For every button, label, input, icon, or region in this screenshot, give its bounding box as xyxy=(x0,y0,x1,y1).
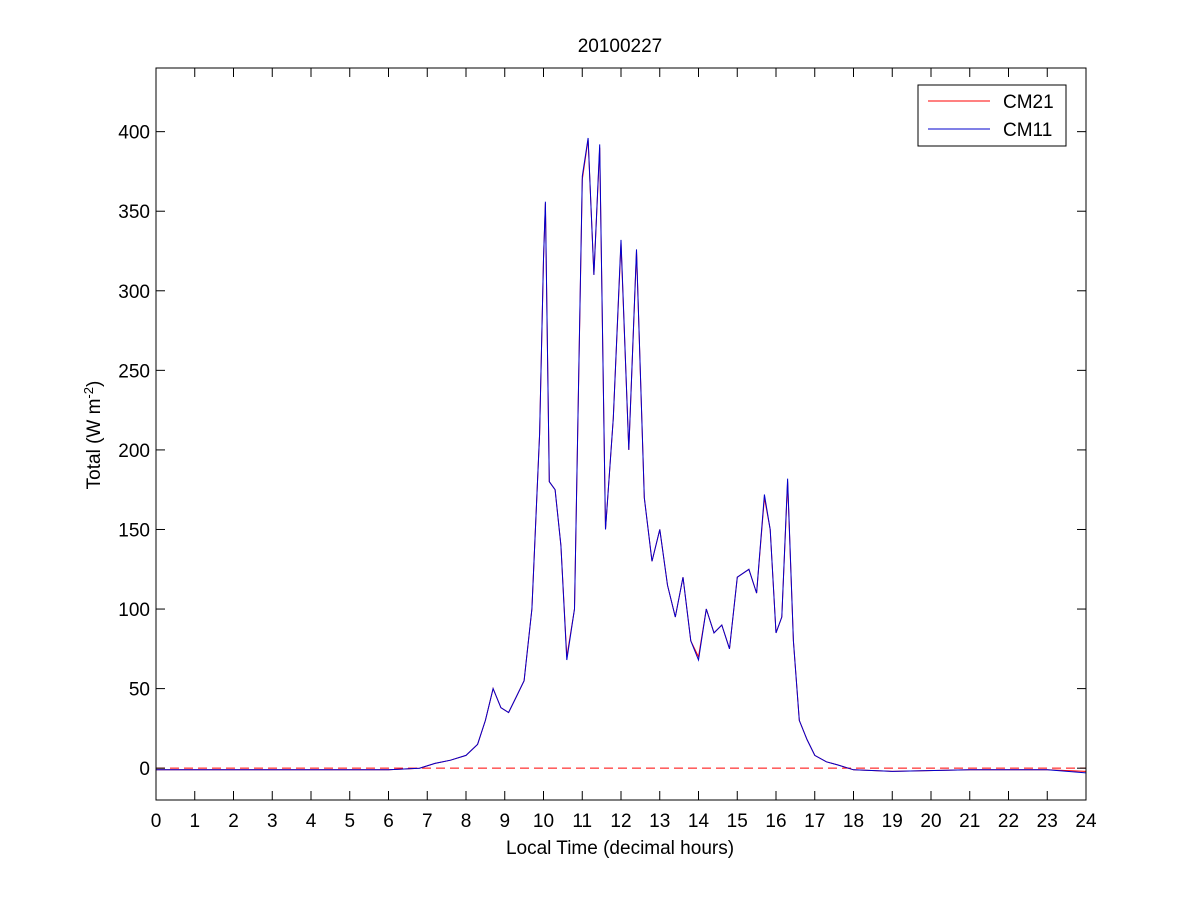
x-tick-label: 10 xyxy=(533,811,554,832)
y-tick-label: 350 xyxy=(118,202,150,223)
x-tick-label: 12 xyxy=(610,811,631,832)
y-axis-label: Total (W m-2) xyxy=(81,381,105,490)
chart-title: 20100227 xyxy=(578,36,663,57)
series-line-cm11 xyxy=(156,137,1087,774)
y-tick-label: 100 xyxy=(118,600,150,621)
x-tick-label: 24 xyxy=(1075,811,1097,832)
y-tick-label: 200 xyxy=(118,441,150,462)
x-tick-label: 14 xyxy=(688,811,710,832)
x-tick-label: 4 xyxy=(306,811,317,832)
y-tick-label: 400 xyxy=(118,123,150,144)
y-axis-label-main: Total (W m xyxy=(84,399,105,490)
x-tick-label: 7 xyxy=(422,811,433,832)
x-tick-label: 5 xyxy=(344,811,355,832)
x-tick-label: 8 xyxy=(461,811,472,832)
axes-box xyxy=(155,67,1087,801)
x-tick-label: 18 xyxy=(843,811,864,832)
y-tick-label: 300 xyxy=(118,282,150,303)
x-tick-label: 2 xyxy=(228,811,239,832)
y-tick-label: 150 xyxy=(118,520,150,541)
x-tick-label: 20 xyxy=(920,811,941,832)
y-tick-label: 50 xyxy=(129,680,150,701)
y-tick-label: 250 xyxy=(118,361,150,382)
x-tick-label: 1 xyxy=(189,811,200,832)
y-axis-label-tail: ) xyxy=(84,381,105,387)
x-tick-label: 19 xyxy=(882,811,903,832)
x-tick-label: 9 xyxy=(499,811,510,832)
x-tick-label: 13 xyxy=(649,811,670,832)
x-tick-label: 6 xyxy=(383,811,394,832)
x-tick-label: 16 xyxy=(765,811,786,832)
y-tick-label: 0 xyxy=(139,759,150,780)
plot-area xyxy=(156,137,1087,774)
x-tick-label: 0 xyxy=(151,811,162,832)
series-line-cm21 xyxy=(156,139,1087,772)
y-axis-label-superscript: -2 xyxy=(81,387,96,399)
legend-label-cm11: CM11 xyxy=(1003,120,1052,141)
x-tick-label: 3 xyxy=(267,811,278,832)
legend-label-cm21: CM21 xyxy=(1003,92,1054,113)
x-tick-label: 23 xyxy=(1037,811,1058,832)
x-tick-label: 15 xyxy=(727,811,748,832)
x-tick-label: 11 xyxy=(572,811,592,832)
legend: CM21 CM11 xyxy=(917,84,1067,147)
x-axis-label: Local Time (decimal hours) xyxy=(506,838,734,859)
x-tick-label: 17 xyxy=(804,811,825,832)
axes: 0 1 2 3 4 5 6 7 8 9 10 11 12 13 14 15 16 17 18 19 20 21 22 23 24… xyxy=(118,67,1097,832)
x-tick-label: 22 xyxy=(998,811,1019,832)
x-tick-label: 21 xyxy=(959,811,980,832)
legend-box xyxy=(917,84,1067,147)
